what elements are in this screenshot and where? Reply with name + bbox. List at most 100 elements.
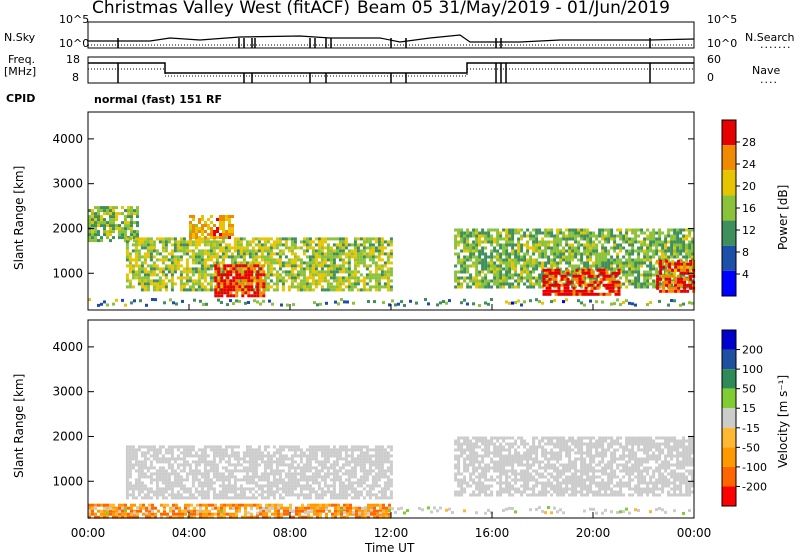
heatmap-cell (619, 262, 622, 265)
heatmap-cell (568, 229, 571, 232)
heatmap-cell (273, 451, 276, 454)
heatmap-cell (381, 487, 384, 490)
heatmap-cell (567, 278, 570, 281)
heatmap-cell (517, 461, 520, 464)
heatmap-cell (348, 270, 351, 273)
heatmap-cell (354, 448, 357, 451)
heatmap-cell (577, 235, 580, 238)
heatmap-cell (571, 449, 574, 452)
heatmap-cell (502, 467, 505, 470)
heatmap-cell (252, 252, 255, 255)
heatmap-cell (366, 451, 369, 454)
heatmap-cell (267, 288, 270, 291)
heatmap-cell (487, 464, 490, 467)
heatmap-cell (490, 437, 493, 440)
heatmap-cell (279, 264, 282, 267)
heatmap-cell (384, 484, 387, 487)
heatmap-cell (561, 284, 564, 287)
heatmap-cell (327, 288, 330, 291)
heatmap-cell (484, 280, 487, 283)
heatmap-cell (511, 467, 514, 470)
heatmap-cell (333, 478, 336, 481)
heatmap-cell (256, 285, 259, 288)
heatmap-cell (454, 491, 457, 494)
heatmap-cell (264, 240, 267, 243)
heatmap-cell (646, 271, 649, 274)
heatmap-cell (538, 461, 541, 464)
heatmap-cell (312, 490, 315, 493)
heatmap-cell (198, 252, 201, 255)
heatmap-cell (165, 496, 168, 499)
heatmap-cell (381, 270, 384, 273)
heatmap-cell (129, 282, 132, 285)
heatmap-cell (502, 449, 505, 452)
heatmap-cell (508, 302, 511, 305)
heatmap-cell (354, 460, 357, 463)
heatmap-cell (306, 288, 309, 291)
heatmap-cell (655, 250, 658, 253)
heatmap-cell (619, 247, 622, 250)
heatmap-cell (216, 236, 219, 239)
heatmap-cell (606, 272, 609, 275)
heatmap-cell (354, 475, 357, 478)
heatmap-cell (378, 249, 381, 252)
heatmap-cell (463, 476, 466, 479)
heatmap-cell (381, 264, 384, 267)
heatmap-cell (288, 273, 291, 276)
heatmap-cell (306, 469, 309, 472)
heatmap-cell (689, 287, 692, 290)
heatmap-cell (168, 264, 171, 267)
heatmap-cell (511, 262, 514, 265)
heatmap-cell (333, 472, 336, 475)
heatmap-cell (192, 273, 195, 276)
heatmap-cell (646, 250, 649, 253)
heatmap-cell (124, 230, 127, 233)
heatmap-cell (679, 232, 682, 235)
heatmap-cell (225, 454, 228, 457)
heatmap-cell (321, 448, 324, 451)
heatmap-cell (547, 235, 550, 238)
heatmap-cell (529, 299, 532, 302)
heatmap-cell (210, 460, 213, 463)
heatmap-cell (198, 493, 201, 496)
heatmap-cell (324, 240, 327, 243)
heatmap-cell (138, 463, 141, 466)
heatmap-cell (130, 301, 133, 304)
heatmap-cell (490, 485, 493, 488)
heatmap-cell (228, 484, 231, 487)
heatmap-cell (220, 276, 223, 279)
heatmap-cell (550, 235, 553, 238)
heatmap-cell (682, 229, 685, 232)
heatmap-cell (141, 237, 144, 240)
heatmap-cell (91, 236, 94, 239)
heatmap-cell (261, 460, 264, 463)
heatmap-cell (628, 262, 631, 265)
heatmap-cell (381, 252, 384, 255)
heatmap-cell (664, 244, 667, 247)
heatmap-cell (664, 250, 667, 253)
heatmap-cell (562, 247, 565, 250)
heatmap-cell (631, 268, 634, 271)
heatmap-cell (463, 259, 466, 262)
heatmap-cell (544, 455, 547, 458)
heatmap-cell (198, 472, 201, 475)
heatmap-cell (201, 227, 204, 230)
heatmap-cell (493, 443, 496, 446)
heatmap-cell (318, 279, 321, 282)
heatmap-cell (354, 252, 357, 255)
heatmap-cell (381, 460, 384, 463)
heatmap-cell (378, 484, 381, 487)
heatmap-cell (592, 253, 595, 256)
heatmap-cell (390, 469, 393, 472)
heatmap-cell (369, 237, 372, 240)
heatmap-cell (258, 249, 261, 252)
heatmap-cell (634, 235, 637, 238)
heatmap-cell (603, 284, 606, 287)
heatmap-cell (475, 274, 478, 277)
heatmap-cell (291, 454, 294, 457)
heatmap-cell (342, 472, 345, 475)
heatmap-cell (300, 451, 303, 454)
heatmap-cell (381, 249, 384, 252)
heatmap-cell (165, 478, 168, 481)
heatmap-cell (223, 288, 226, 291)
